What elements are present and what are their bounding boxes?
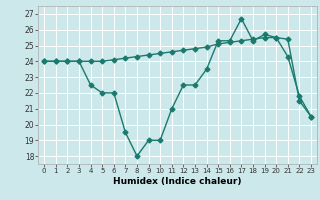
X-axis label: Humidex (Indice chaleur): Humidex (Indice chaleur) — [113, 177, 242, 186]
